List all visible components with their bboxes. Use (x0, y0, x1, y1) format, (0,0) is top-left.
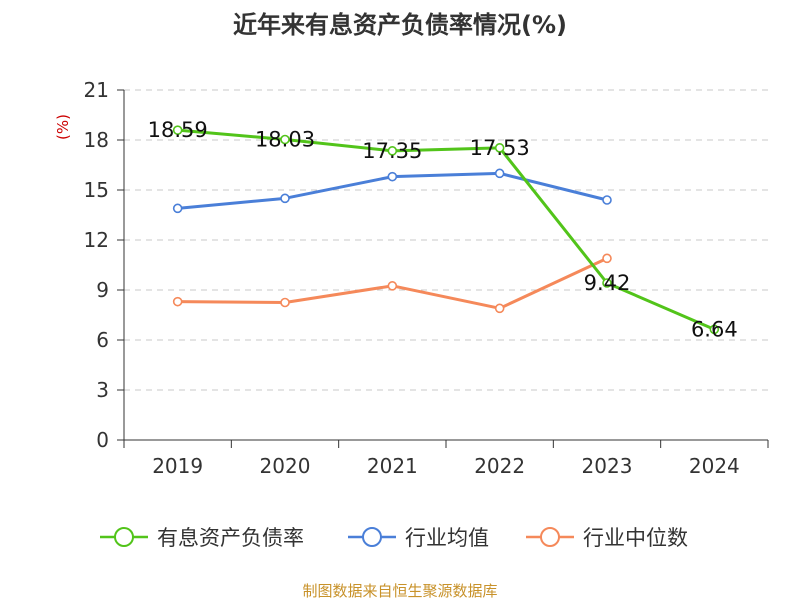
x-tick-label: 2024 (689, 454, 740, 478)
series-lines (172, 125, 720, 335)
data-point[interactable] (387, 171, 398, 182)
data-point[interactable] (602, 278, 612, 288)
y-tick-label: 0 (96, 428, 109, 452)
data-label: 18.59 (148, 118, 208, 142)
series-line (177, 128, 715, 331)
y-tick-label: 21 (84, 78, 109, 102)
legend-label: 行业均值 (405, 526, 489, 550)
y-tick-label: 12 (84, 228, 109, 252)
legend-marker (362, 527, 382, 547)
series-1 (172, 168, 612, 214)
series-2 (172, 253, 612, 314)
data-label: 6.64 (691, 317, 738, 341)
legend-item-2[interactable]: 行业中位数 (526, 526, 688, 550)
x-tick-label: 2021 (367, 454, 418, 478)
axes: 0 3 6 9 12 15 18 21 2019 2020 2021 2022 2023 2024 (84, 78, 769, 478)
data-point[interactable] (280, 297, 290, 308)
gridlines (124, 89, 768, 391)
y-tick-label: 6 (96, 328, 109, 352)
data-labels: 18.59 18.03 17.35 17.53 9.42 6.64 (148, 118, 738, 341)
data-label: 9.42 (584, 271, 631, 295)
data-point[interactable] (172, 203, 183, 214)
data-source-note: 制图数据来自恒生聚源数据库 (302, 582, 497, 600)
x-tick-label: 2023 (582, 454, 633, 478)
legend-item-0[interactable]: 有息资产负债率 (100, 526, 304, 550)
legend[interactable]: 有息资产负债率 行业均值 行业中位数 (100, 526, 688, 550)
data-point[interactable] (280, 134, 290, 145)
series-0 (172, 125, 720, 335)
legend-marker (114, 527, 134, 547)
data-point[interactable] (172, 125, 183, 135)
data-point[interactable] (280, 193, 290, 204)
data-point[interactable] (387, 146, 398, 156)
x-tick-label: 2022 (474, 454, 525, 478)
legend-label: 行业中位数 (583, 526, 688, 550)
chart-title: 近年来有息资产负债率情况(%) (233, 11, 567, 39)
legend-item-1[interactable]: 行业均值 (348, 526, 489, 550)
legend-marker (540, 527, 560, 547)
data-label: 17.35 (362, 139, 422, 163)
data-point[interactable] (494, 168, 505, 179)
y-tick-label: 3 (96, 378, 109, 402)
data-point[interactable] (602, 195, 612, 205)
data-point[interactable] (494, 303, 505, 314)
data-point[interactable] (172, 296, 183, 307)
y-axis-unit: (%) (54, 114, 72, 140)
data-label: 17.53 (470, 136, 530, 160)
data-point[interactable] (387, 281, 398, 291)
y-tick-label: 15 (84, 178, 109, 202)
x-tick-label: 2020 (260, 454, 311, 478)
legend-label: 有息资产负债率 (157, 526, 304, 550)
data-point[interactable] (494, 143, 505, 153)
data-label: 18.03 (255, 128, 315, 152)
y-tick-label: 9 (96, 278, 109, 302)
data-point[interactable] (602, 253, 612, 264)
x-tick-label: 2019 (152, 454, 203, 478)
data-point[interactable] (709, 324, 720, 335)
y-tick-label: 18 (84, 128, 109, 152)
